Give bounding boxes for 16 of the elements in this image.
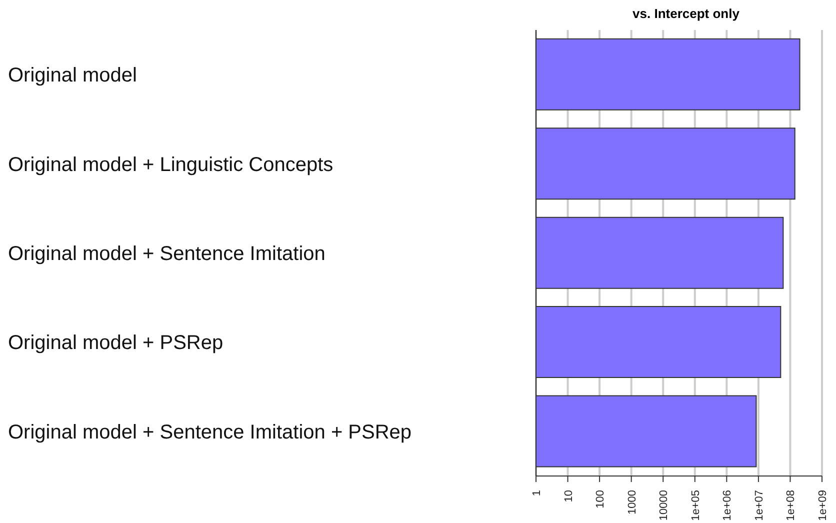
x-tick-label: 10 bbox=[562, 490, 575, 502]
x-tick-label: 1000 bbox=[626, 490, 638, 514]
x-tick-label: 1e+07 bbox=[753, 490, 766, 521]
x-tick-label: 1e+05 bbox=[690, 490, 702, 521]
x-tick-label: 10000 bbox=[658, 490, 670, 521]
x-tick-label: 1 bbox=[531, 490, 543, 496]
x-tick-label: 100 bbox=[594, 490, 607, 508]
chart-title: vs. Intercept only bbox=[632, 6, 740, 21]
x-tick-label: 1e+06 bbox=[722, 490, 734, 521]
y-tick-label: Original model + Linguistic Concepts bbox=[8, 154, 334, 176]
y-tick-label: Original model + Sentence Imitation bbox=[8, 243, 326, 265]
x-tick-label: 1e+09 bbox=[817, 490, 829, 521]
y-tick-label: Original model bbox=[8, 64, 137, 87]
y-tick-label: Original model + Sentence Imitation + PSRep bbox=[8, 421, 412, 444]
x-tick-label: 1e+08 bbox=[785, 490, 798, 521]
y-tick-label: Original model + PSRep bbox=[8, 332, 224, 354]
